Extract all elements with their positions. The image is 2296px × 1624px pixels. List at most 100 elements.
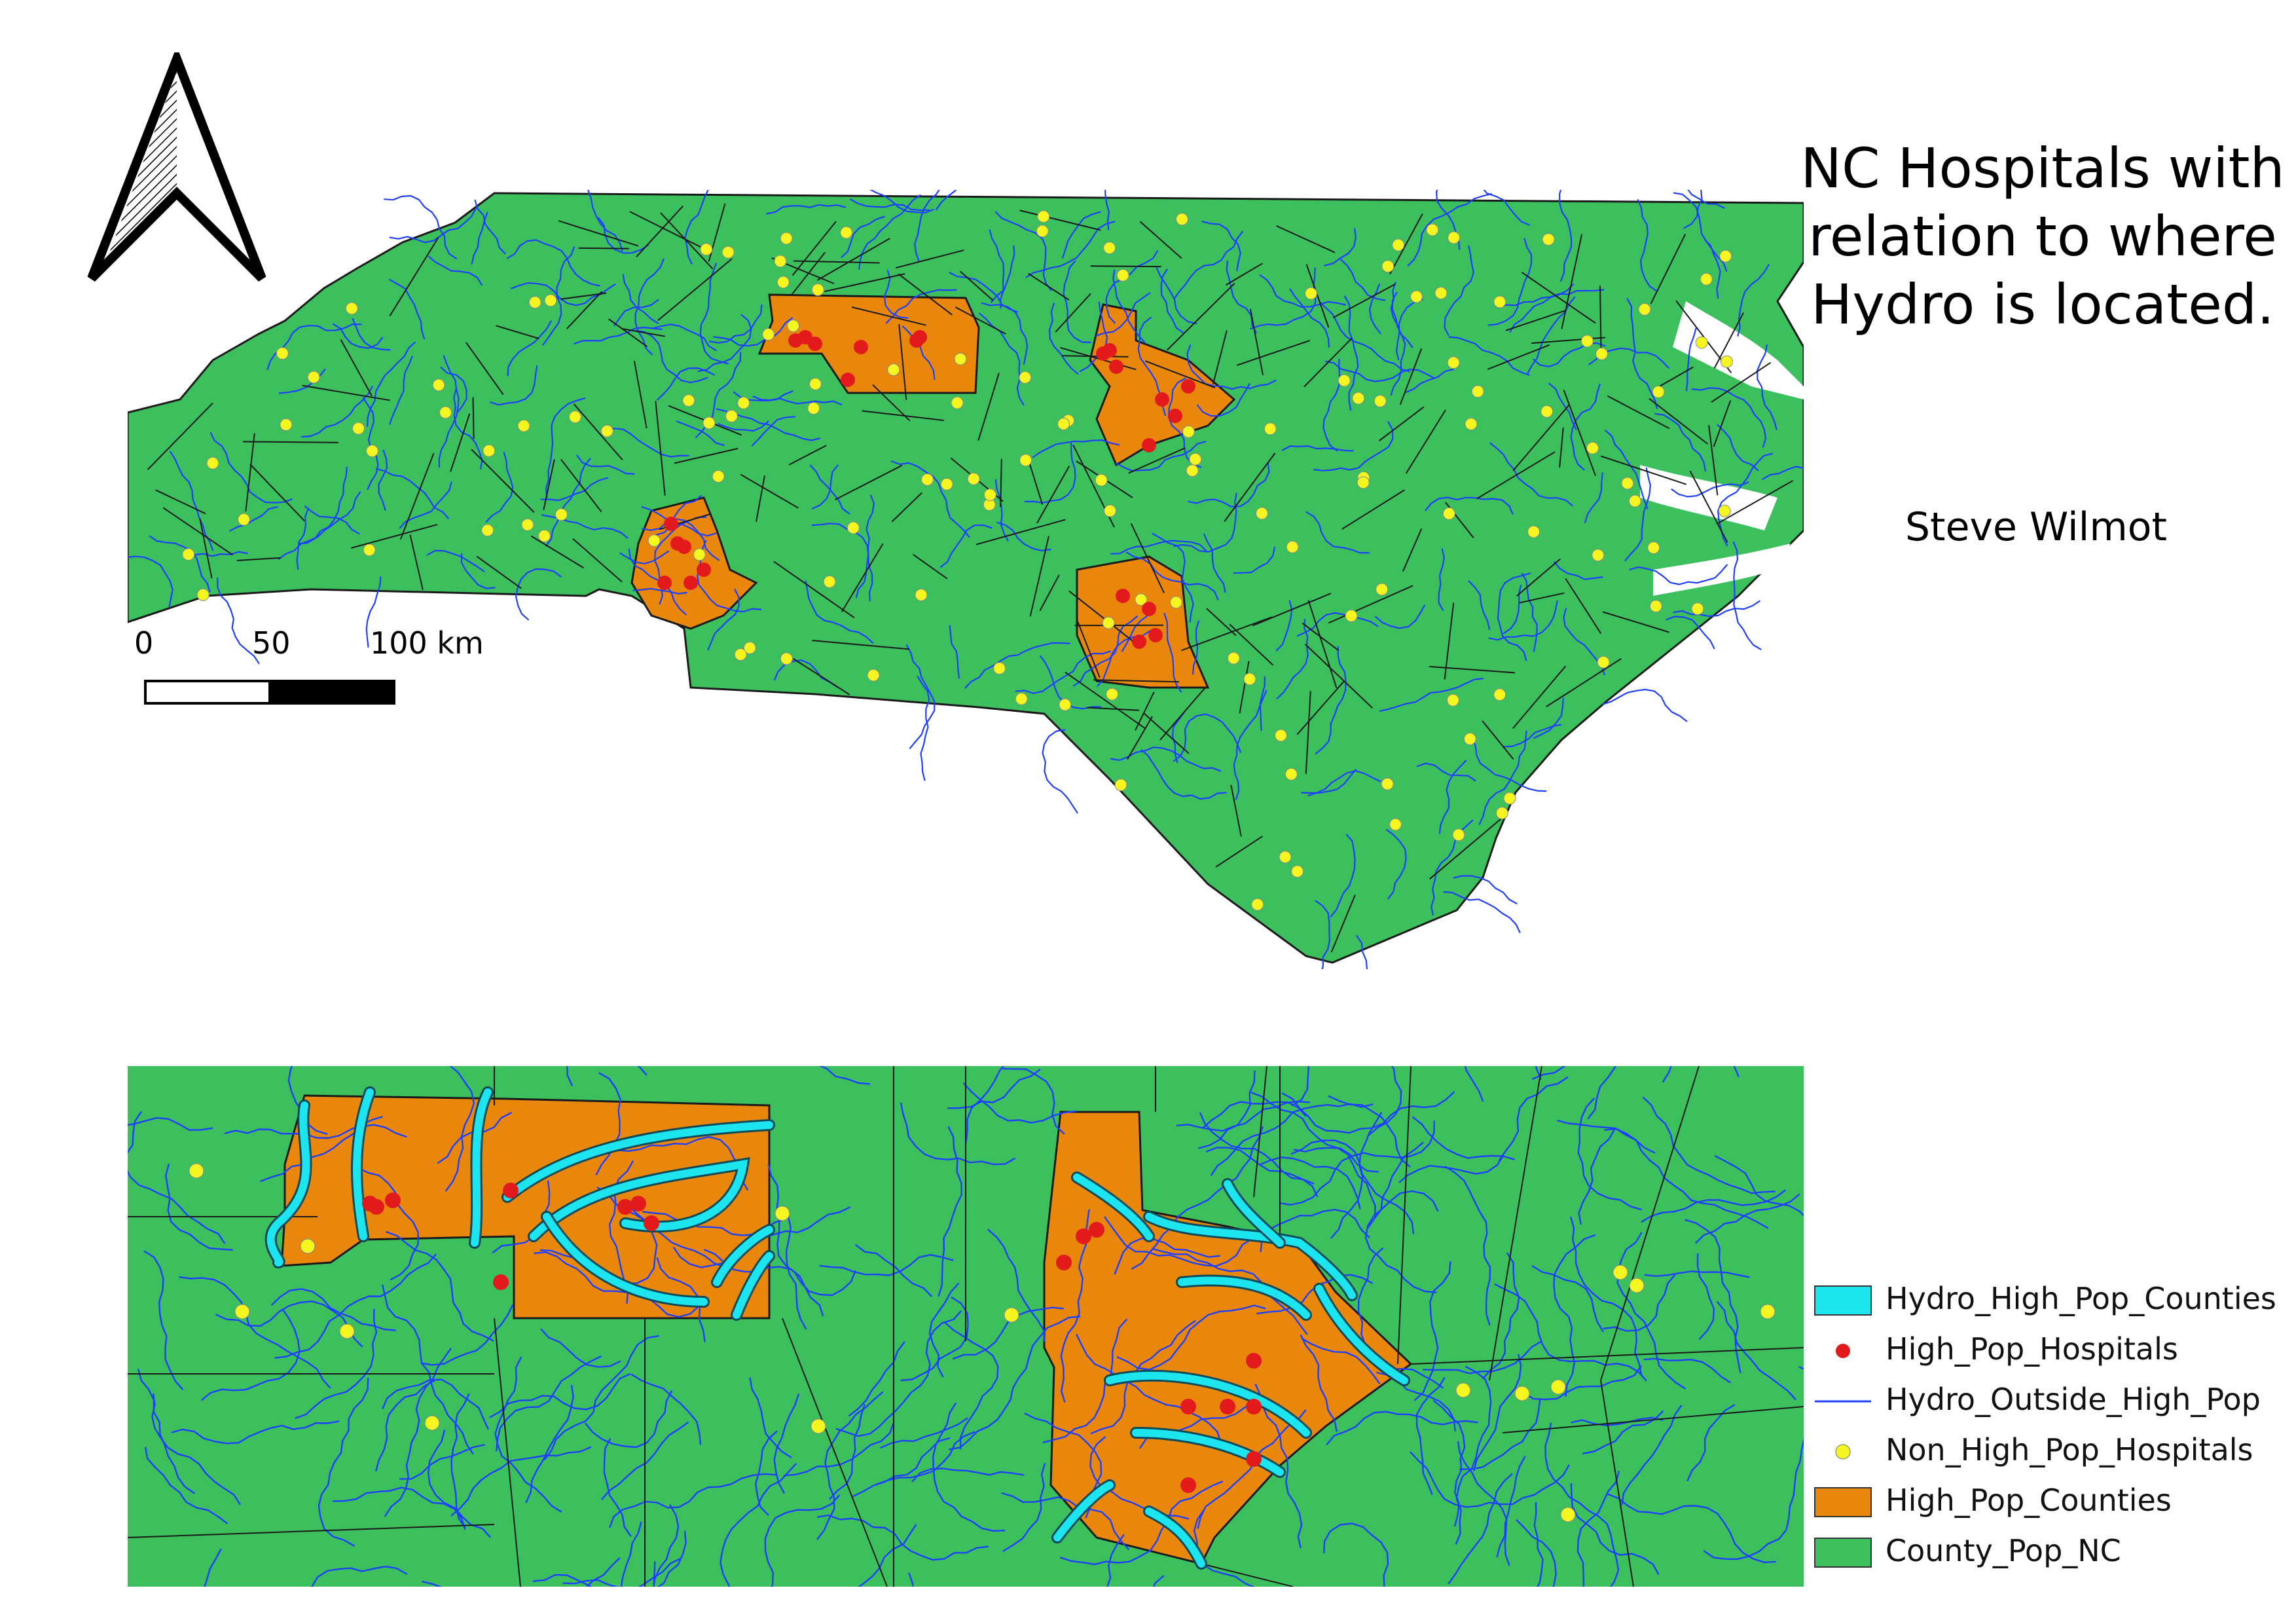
county-boundary bbox=[812, 640, 909, 650]
non-high-pop-hospital-point bbox=[234, 1304, 250, 1320]
non-high-pop-hospital-point bbox=[1116, 268, 1129, 282]
non-high-pop-hospital-point bbox=[1580, 335, 1594, 348]
hydro-river bbox=[1582, 1410, 1664, 1454]
non-high-pop-hospital-point bbox=[776, 276, 790, 289]
county-boundary bbox=[1600, 455, 1687, 485]
county-boundary bbox=[162, 507, 233, 556]
hydro-river bbox=[630, 1373, 702, 1445]
hydro-river bbox=[1105, 249, 1159, 324]
hydro-river bbox=[684, 190, 709, 265]
non-high-pop-hospital-point bbox=[1169, 596, 1182, 609]
hydro-river bbox=[1732, 541, 1762, 651]
non-high-pop-hospital-point bbox=[1255, 507, 1268, 520]
non-high-pop-hospital-point bbox=[1392, 238, 1405, 251]
county-boundary bbox=[1397, 1066, 1412, 1365]
hydro-river bbox=[1459, 1399, 1541, 1470]
non-high-pop-hospital-point bbox=[1527, 525, 1540, 538]
non-high-pop-hospital-point bbox=[1345, 609, 1358, 622]
hydro-river bbox=[128, 1116, 213, 1131]
non-high-pop-hospital-point bbox=[555, 508, 568, 521]
hydro-river bbox=[1326, 1411, 1478, 1446]
hydro-river bbox=[375, 1379, 435, 1472]
hydro-high-pop-river bbox=[530, 1159, 748, 1240]
county-boundary bbox=[1600, 1066, 1700, 1381]
high-pop-hospital-point bbox=[1142, 438, 1156, 452]
hydro-river bbox=[151, 1393, 241, 1505]
non-high-pop-hospital-point bbox=[1595, 347, 1609, 360]
county-boundary bbox=[1330, 895, 1356, 953]
hydro-river bbox=[1496, 1456, 1526, 1558]
hydro-river bbox=[816, 1391, 884, 1540]
county-boundary bbox=[1546, 657, 1622, 708]
north-arrow-icon bbox=[87, 52, 266, 282]
non-high-pop-hospital-point bbox=[1719, 249, 1732, 263]
high-pop-county bbox=[1089, 303, 1236, 467]
non-high-pop-hospital-point bbox=[1628, 494, 1641, 507]
hydro-river bbox=[1497, 289, 1605, 309]
hydro-river bbox=[752, 396, 843, 406]
inset-map bbox=[128, 1066, 1804, 1587]
hydro-river bbox=[1104, 1216, 1261, 1267]
hydro-river bbox=[1714, 1154, 1804, 1217]
non-high-pop-hospital-point bbox=[915, 588, 928, 601]
hydro-river bbox=[1643, 1357, 1732, 1384]
hydro-river bbox=[489, 1373, 631, 1418]
non-high-pop-hospital-point bbox=[237, 513, 250, 526]
county-boundary bbox=[792, 221, 837, 276]
hydro-river bbox=[295, 1308, 378, 1420]
hydro-river bbox=[811, 523, 869, 599]
non-high-pop-hospital-point bbox=[1700, 272, 1713, 286]
hydro-river bbox=[699, 263, 729, 365]
hydro-river bbox=[900, 1102, 1016, 1166]
non-high-pop-hospital-point bbox=[1102, 616, 1115, 629]
county-boundary bbox=[147, 402, 213, 470]
hydro-river bbox=[932, 1402, 1006, 1532]
hydro-river bbox=[1202, 1101, 1307, 1129]
hydro-high-pop-river bbox=[733, 1252, 773, 1319]
hydro-river bbox=[1233, 690, 1267, 800]
non-high-pop-hospital-point bbox=[682, 394, 695, 407]
county-boundary bbox=[572, 538, 623, 583]
hydro-river bbox=[1140, 749, 1227, 800]
hydro-river bbox=[274, 1253, 437, 1359]
hydro-river bbox=[1717, 424, 1759, 471]
hydro-high-pop-river bbox=[1073, 1173, 1153, 1240]
non-high-pop-hospital-point bbox=[1095, 473, 1108, 487]
hydro-river bbox=[490, 365, 538, 406]
county-boundary bbox=[199, 518, 213, 579]
county-boundary bbox=[1128, 447, 1186, 474]
hydro-river bbox=[902, 325, 936, 380]
county-boundary bbox=[841, 543, 884, 612]
hydro-river bbox=[989, 229, 1005, 309]
county-boundary bbox=[1487, 344, 1550, 370]
hydro-rivers-inset bbox=[128, 1066, 1804, 1587]
hydro-river bbox=[939, 524, 993, 568]
hydro-river bbox=[996, 521, 1051, 551]
hydro-river bbox=[507, 320, 553, 377]
county-boundary bbox=[1296, 680, 1345, 735]
non-high-pop-hospital-point bbox=[693, 548, 706, 561]
county-boundary bbox=[1229, 623, 1274, 666]
hydro-river bbox=[298, 466, 348, 544]
hydro-river bbox=[357, 1166, 419, 1281]
hydro-river bbox=[1509, 283, 1575, 333]
county-boundary bbox=[895, 249, 964, 269]
non-high-pop-hospital-point bbox=[528, 296, 541, 309]
county-boundary bbox=[1516, 558, 1561, 597]
non-high-pop-hospital-point bbox=[887, 363, 900, 377]
hydro-river bbox=[1488, 600, 1558, 641]
county-boundary bbox=[773, 561, 855, 618]
hydro-river bbox=[620, 1521, 642, 1587]
title-line-2: relation to where bbox=[1808, 204, 2277, 268]
hydro-high-pop-river bbox=[266, 1101, 310, 1266]
legend-item-high-pop-counties: High_Pop_Counties bbox=[1800, 1479, 2296, 1524]
non-high-pop-hospital-point bbox=[840, 226, 853, 239]
hydro-river bbox=[1197, 1409, 1307, 1529]
hydro-river bbox=[1487, 238, 1533, 326]
non-high-pop-hospital-point bbox=[189, 1163, 204, 1179]
non-high-pop-hospital-point bbox=[737, 396, 750, 409]
hydro-river bbox=[1328, 1095, 1412, 1168]
hydro-river bbox=[1196, 382, 1251, 417]
county-boundary bbox=[1130, 523, 1165, 594]
non-high-pop-hospital-point bbox=[1613, 1264, 1628, 1280]
